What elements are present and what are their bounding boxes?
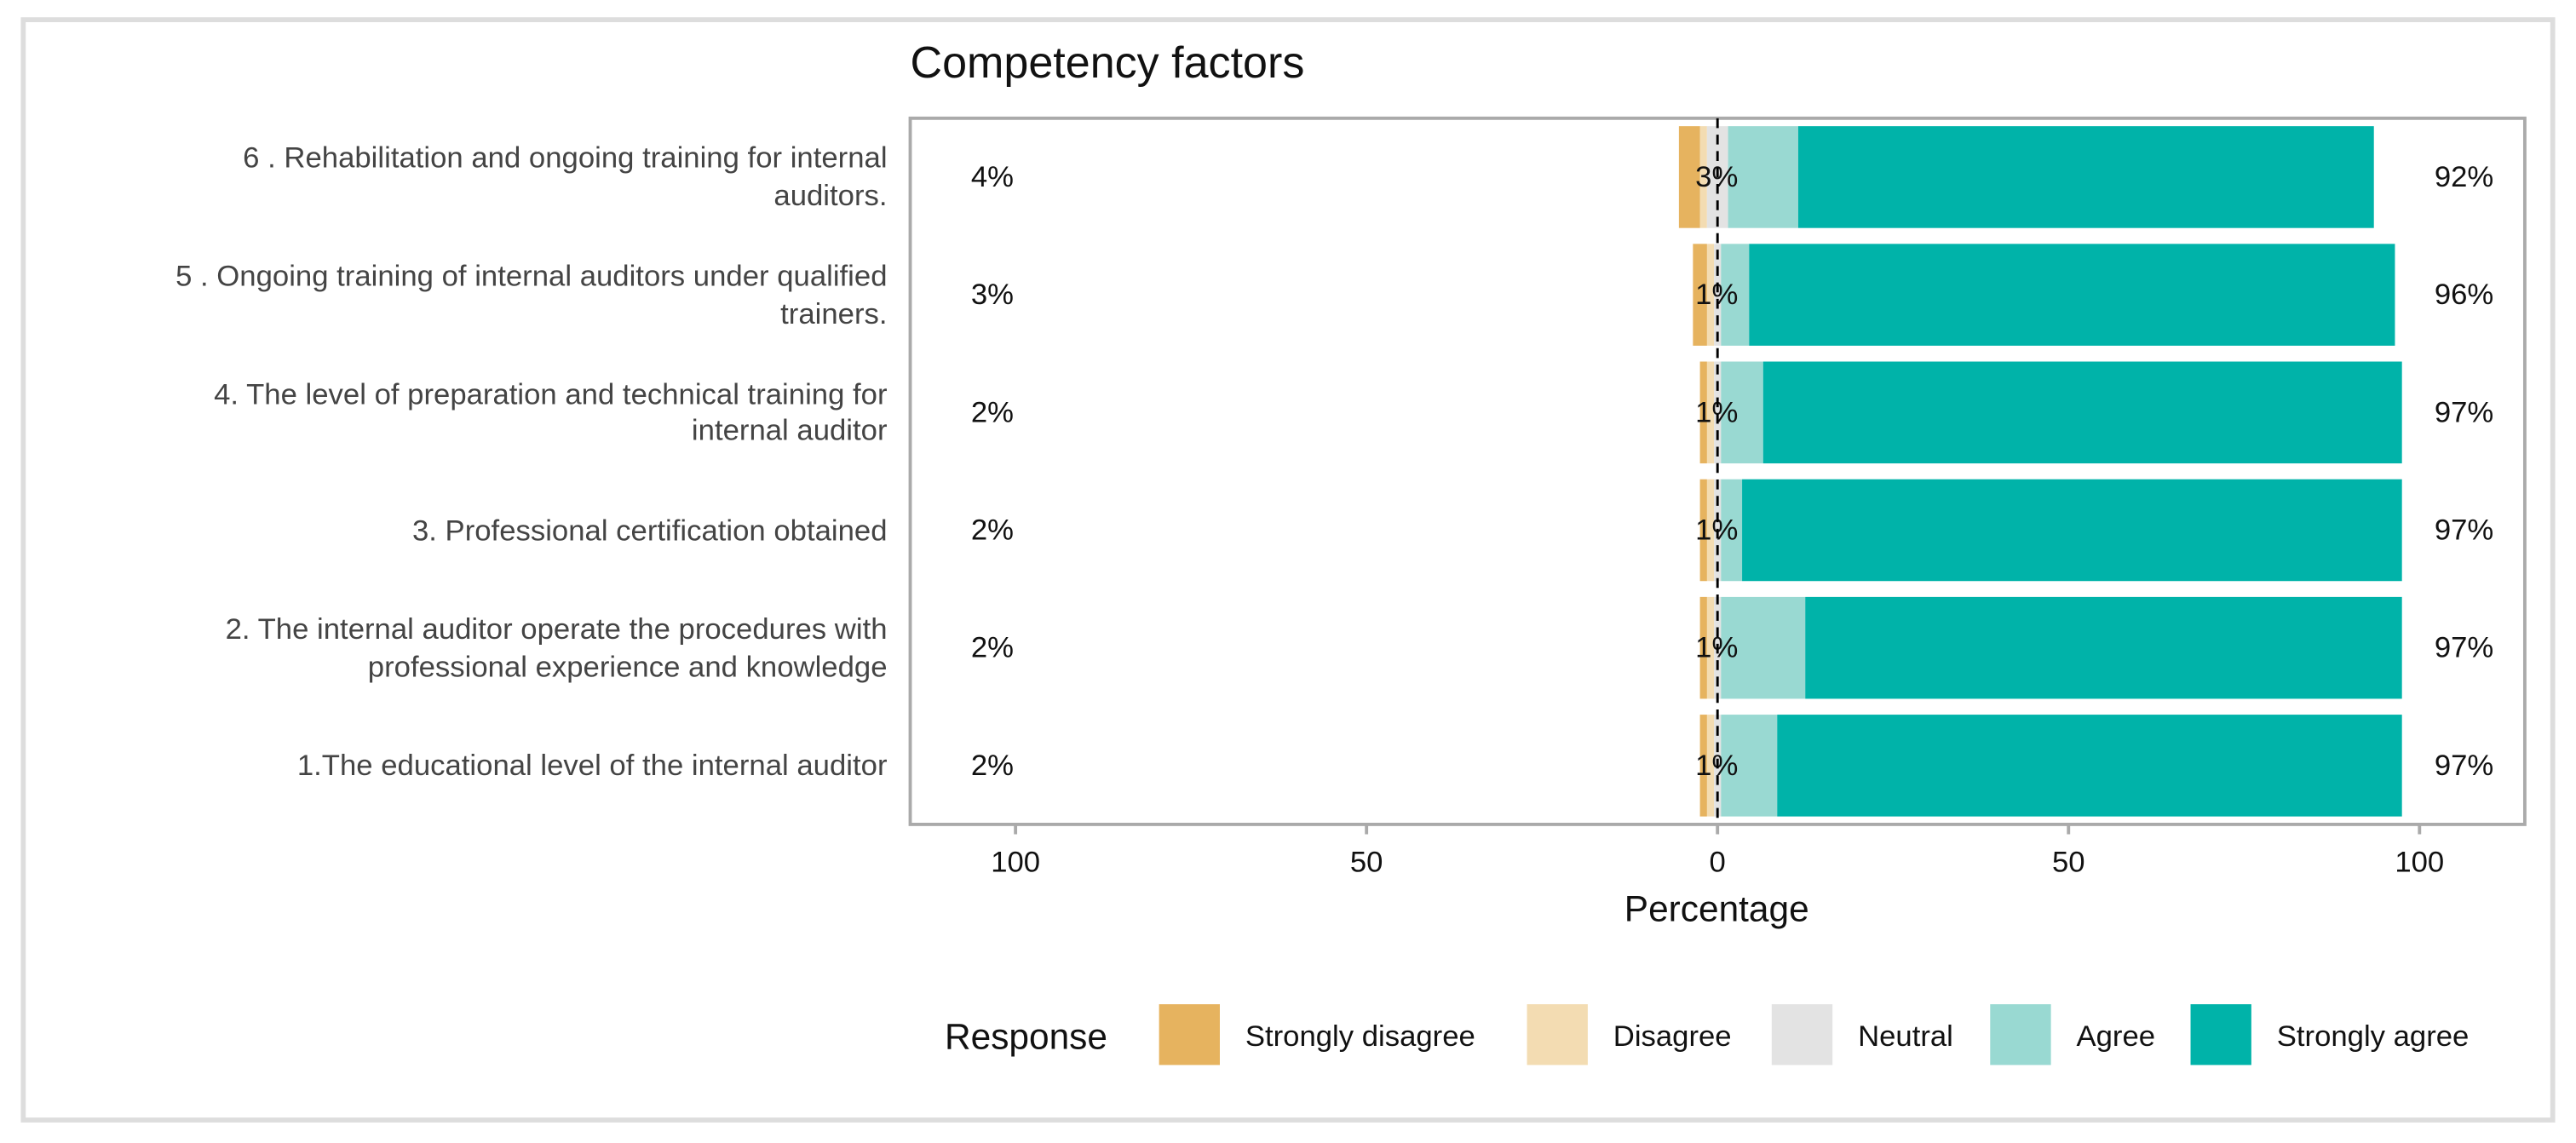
bar-segment [1706, 479, 1715, 582]
legend-title: Response [945, 1017, 1107, 1057]
bar-segment [1706, 244, 1715, 346]
legend-label: Neutral [1858, 1020, 1953, 1053]
x-tick-label: 100 [2395, 846, 2444, 878]
legend-label: Strongly disagree [1245, 1020, 1475, 1053]
category-label-box: 6 . Rehabilitation and ongoing training … [243, 141, 888, 212]
bar-segment [1714, 361, 1722, 464]
legend-label: Strongly agree [2277, 1020, 2470, 1053]
legend-swatch [1525, 1002, 1590, 1067]
bar-segment [1706, 361, 1715, 464]
bar-segment [1706, 715, 1715, 817]
bar-segment [1728, 126, 1798, 228]
bar-segment [1721, 596, 1806, 699]
category-label-box: 2. The internal auditor operate the proc… [225, 612, 888, 683]
bar-segment [1777, 715, 2402, 817]
category-label: 4. The level of preparation and technica… [214, 376, 888, 447]
bar-segment [1742, 479, 2402, 582]
category-label: 5 . Ongoing training of internal auditor… [175, 259, 888, 330]
bar-segment [1699, 126, 1707, 228]
bar-segment [1721, 715, 1778, 817]
bar-segment [1721, 479, 1743, 582]
legend-swatch [1769, 1002, 1835, 1067]
bar-segment [1749, 244, 2395, 346]
category-label: 3. Professional certification obtained [411, 513, 888, 547]
bar-segment [1678, 126, 1700, 228]
category-label: 1.The educational level of the internal … [296, 749, 888, 782]
total-label: 3% [971, 279, 1014, 311]
total-label: 97% [2435, 750, 2493, 782]
total-label: 4% [971, 161, 1014, 193]
total-label: 2% [971, 396, 1014, 428]
bar-segment [1699, 361, 1707, 464]
bar-segment [1721, 244, 1750, 346]
x-axis-label: Percentage [1624, 888, 1809, 928]
category-label-box: 3. Professional certification obtained [411, 513, 888, 547]
bar-segment [1721, 361, 1763, 464]
chart-title: Competency factors [911, 38, 1305, 88]
bar-segment [1699, 596, 1707, 699]
category-label-box: 4. The level of preparation and technica… [214, 376, 888, 447]
legend-swatch [1988, 1002, 2053, 1067]
total-label: 96% [2435, 279, 2493, 311]
legend-swatch [2188, 1002, 2253, 1067]
bar-segment [1797, 126, 2374, 228]
bar-segment [1762, 361, 2402, 464]
category-label: 6 . Rehabilitation and ongoing training … [243, 141, 888, 212]
category-label: 2. The internal auditor operate the proc… [225, 612, 888, 683]
total-label: 2% [971, 632, 1014, 664]
bar-segment [1805, 596, 2402, 699]
total-label: 97% [2435, 632, 2493, 664]
legend-label: Disagree [1613, 1020, 1732, 1053]
bar-segment [1706, 596, 1715, 699]
total-label: 97% [2435, 514, 2493, 547]
category-label-box: 5 . Ongoing training of internal auditor… [175, 259, 888, 330]
bar-segment [1714, 244, 1722, 346]
x-tick-label: 0 [1710, 846, 1726, 878]
legend-swatch [1157, 1002, 1222, 1067]
bar-segment [1699, 715, 1707, 817]
x-tick-label: 50 [2052, 846, 2085, 878]
bar-segment [1693, 244, 1707, 346]
category-label-box: 1.The educational level of the internal … [296, 749, 888, 782]
total-label: 97% [2435, 396, 2493, 428]
total-label: 2% [971, 514, 1014, 547]
x-tick-label: 50 [1350, 846, 1383, 878]
x-tick-label: 100 [991, 846, 1040, 878]
bar-segment [1699, 479, 1707, 582]
total-label: 2% [971, 750, 1014, 782]
legend-label: Agree [2077, 1020, 2156, 1053]
total-label: 92% [2435, 161, 2493, 193]
